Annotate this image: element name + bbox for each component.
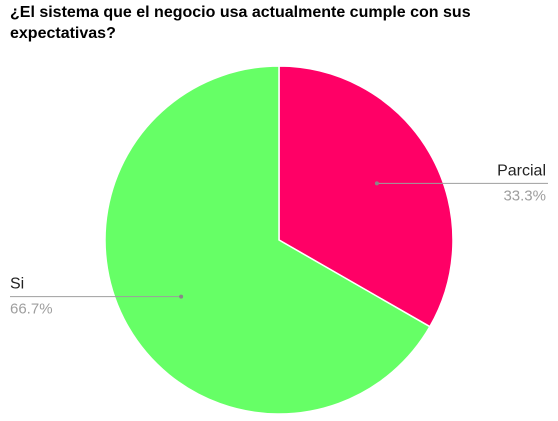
- pie-labels: Parcial 33.3% Si 66.7%: [10, 162, 548, 318]
- slice-percent-parcial: 33.3%: [503, 187, 546, 204]
- leader-dot-parcial: [374, 181, 379, 186]
- slice-percent-si: 66.7%: [10, 301, 53, 318]
- slice-label-parcial: Parcial: [497, 162, 546, 179]
- leader-dot-si: [179, 294, 184, 299]
- slice-label-si: Si: [10, 276, 24, 293]
- pie-slice-parcial: [278, 65, 454, 328]
- chart-title: ¿El sistema que el negocio usa actualmen…: [10, 4, 471, 42]
- pie-slice-si: [104, 65, 431, 415]
- pie-slices: [104, 65, 454, 415]
